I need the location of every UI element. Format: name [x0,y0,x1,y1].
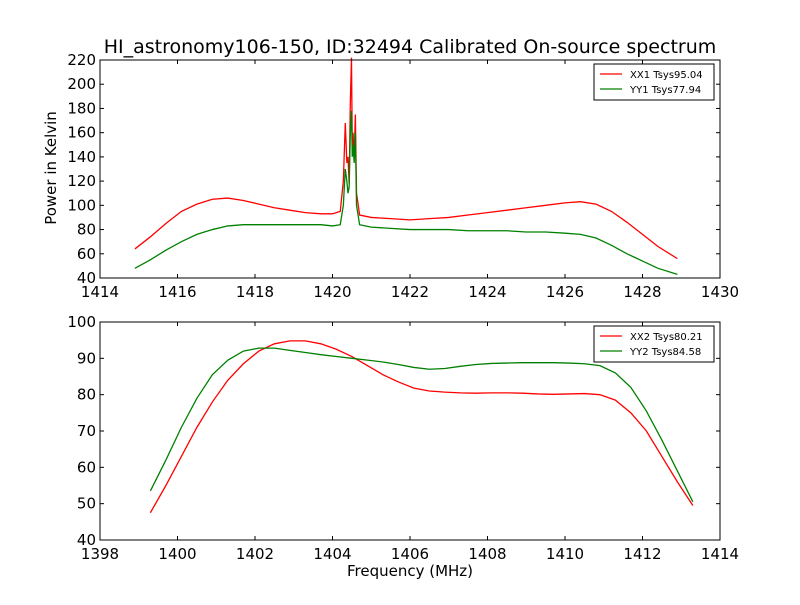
y-tick-label: 60 [77,245,96,263]
series-line-yy-panel-0 [134,110,678,275]
x-tick-label: 1404 [313,545,351,563]
x-tick-label: 1408 [468,545,506,563]
x-tick-label: 1418 [236,283,274,301]
series-line-xx-panel-1 [149,340,694,514]
x-tick-label: 1414 [701,545,739,563]
legend-label: YY2 Tsys84.58 [629,347,701,358]
x-tick-label: 1428 [623,283,661,301]
y-tick-label: 180 [67,99,96,117]
x-tick-label: 1402 [236,545,274,563]
legend-panel-0: XX1 Tsys95.04 YY1 Tsys77.94 [593,63,715,101]
y-tick-label: 100 [67,313,96,331]
bottom-panel: 1398 1400 1402 1404 1406 1408 1410 1412 1414 40 50… [67,313,739,563]
top-panel: 1414 1416 1418 1420 1422 1424 1426 1428 1430 40 60… [67,51,739,301]
legend-panel-1: XX2 Tsys80.21 YY2 Tsys84.58 [593,325,715,363]
y-tick-label: 80 [77,386,96,404]
y-axis-label: Power in Kelvin [42,111,60,225]
chart-title: HI_astronomy106-150, ID:32494 Calibrated… [104,36,717,58]
y-tick-label: 90 [77,349,96,367]
y-tick-label: 40 [77,531,96,549]
y-tick-label: 200 [67,75,96,93]
y-tick-label: 160 [67,124,96,142]
legend-label: XX2 Tsys80.21 [630,332,703,343]
y-tick-label: 60 [77,458,96,476]
x-tick-label: 1414 [81,283,119,301]
series-line-xx-panel-0 [134,57,678,260]
x-axis-label: Frequency (MHz) [347,562,473,580]
x-tick-label: 1422 [391,283,429,301]
y-tick-label: 50 [77,495,96,513]
legend-box [593,63,715,101]
series-line-yy-panel-1 [149,347,694,503]
x-tick-label: 1426 [546,283,584,301]
x-tick-label: 1420 [313,283,351,301]
x-tick-label: 1412 [623,545,661,563]
x-tick-label: 1424 [468,283,506,301]
x-tick-label: 1410 [546,545,584,563]
y-tick-label: 40 [77,269,96,287]
legend-label: XX1 Tsys95.04 [630,70,703,81]
y-tick-label: 80 [77,221,96,239]
y-tick-label: 220 [67,51,96,69]
x-tick-label: 1406 [391,545,429,563]
y-tick-label: 140 [67,148,96,166]
x-tick-label: 1400 [158,545,196,563]
y-tick-label: 120 [67,172,96,190]
x-tick-label: 1416 [158,283,196,301]
legend-label: YY1 Tsys77.94 [629,85,701,96]
x-tick-label: 1398 [81,545,119,563]
y-tick-label: 70 [77,422,96,440]
legend-box [593,325,715,363]
x-tick-label: 1430 [701,283,739,301]
y-tick-label: 100 [67,196,96,214]
